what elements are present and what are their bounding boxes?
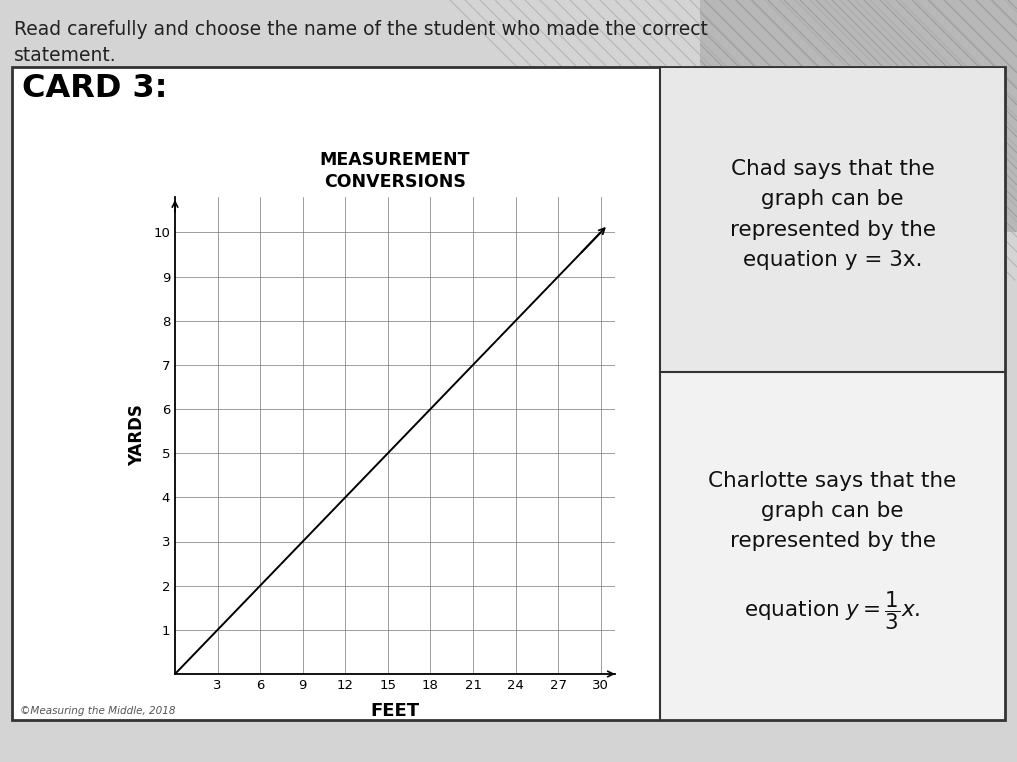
Text: ©Measuring the Middle, 2018: ©Measuring the Middle, 2018 [20,706,176,716]
Text: Charlotte says that the
graph can be
represented by the: Charlotte says that the graph can be rep… [709,471,957,552]
Text: Chad says that the
graph can be
represented by the
equation y = 3x.: Chad says that the graph can be represen… [729,159,936,270]
Text: statement.: statement. [14,46,117,65]
Bar [12,67,1005,720]
Text: CARD 3:: CARD 3: [22,73,168,104]
Text: equation $y = \dfrac{1}{3}x.$: equation $y = \dfrac{1}{3}x.$ [744,590,920,632]
Y-axis label: YARDS: YARDS [128,405,146,466]
Text: Read carefully and choose the name of the student who made the correct: Read carefully and choose the name of th… [14,20,708,39]
Title: MEASUREMENT
CONVERSIONS: MEASUREMENT CONVERSIONS [319,151,470,191]
X-axis label: FEET: FEET [370,702,420,719]
Bar [661,373,1004,719]
Bar [700,0,1017,232]
Bar [661,68,1004,371]
